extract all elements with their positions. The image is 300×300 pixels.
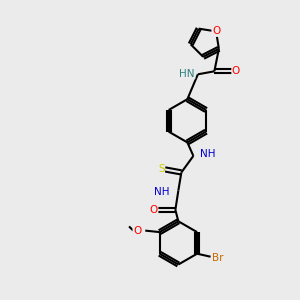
Text: Br: Br xyxy=(212,253,224,263)
Text: O: O xyxy=(133,226,141,236)
Text: O: O xyxy=(212,26,220,36)
Text: NH: NH xyxy=(154,187,170,197)
Text: O: O xyxy=(232,66,240,76)
Text: O: O xyxy=(150,205,158,215)
Text: HN: HN xyxy=(179,69,195,79)
Text: NH: NH xyxy=(200,148,215,158)
Text: S: S xyxy=(158,164,165,174)
